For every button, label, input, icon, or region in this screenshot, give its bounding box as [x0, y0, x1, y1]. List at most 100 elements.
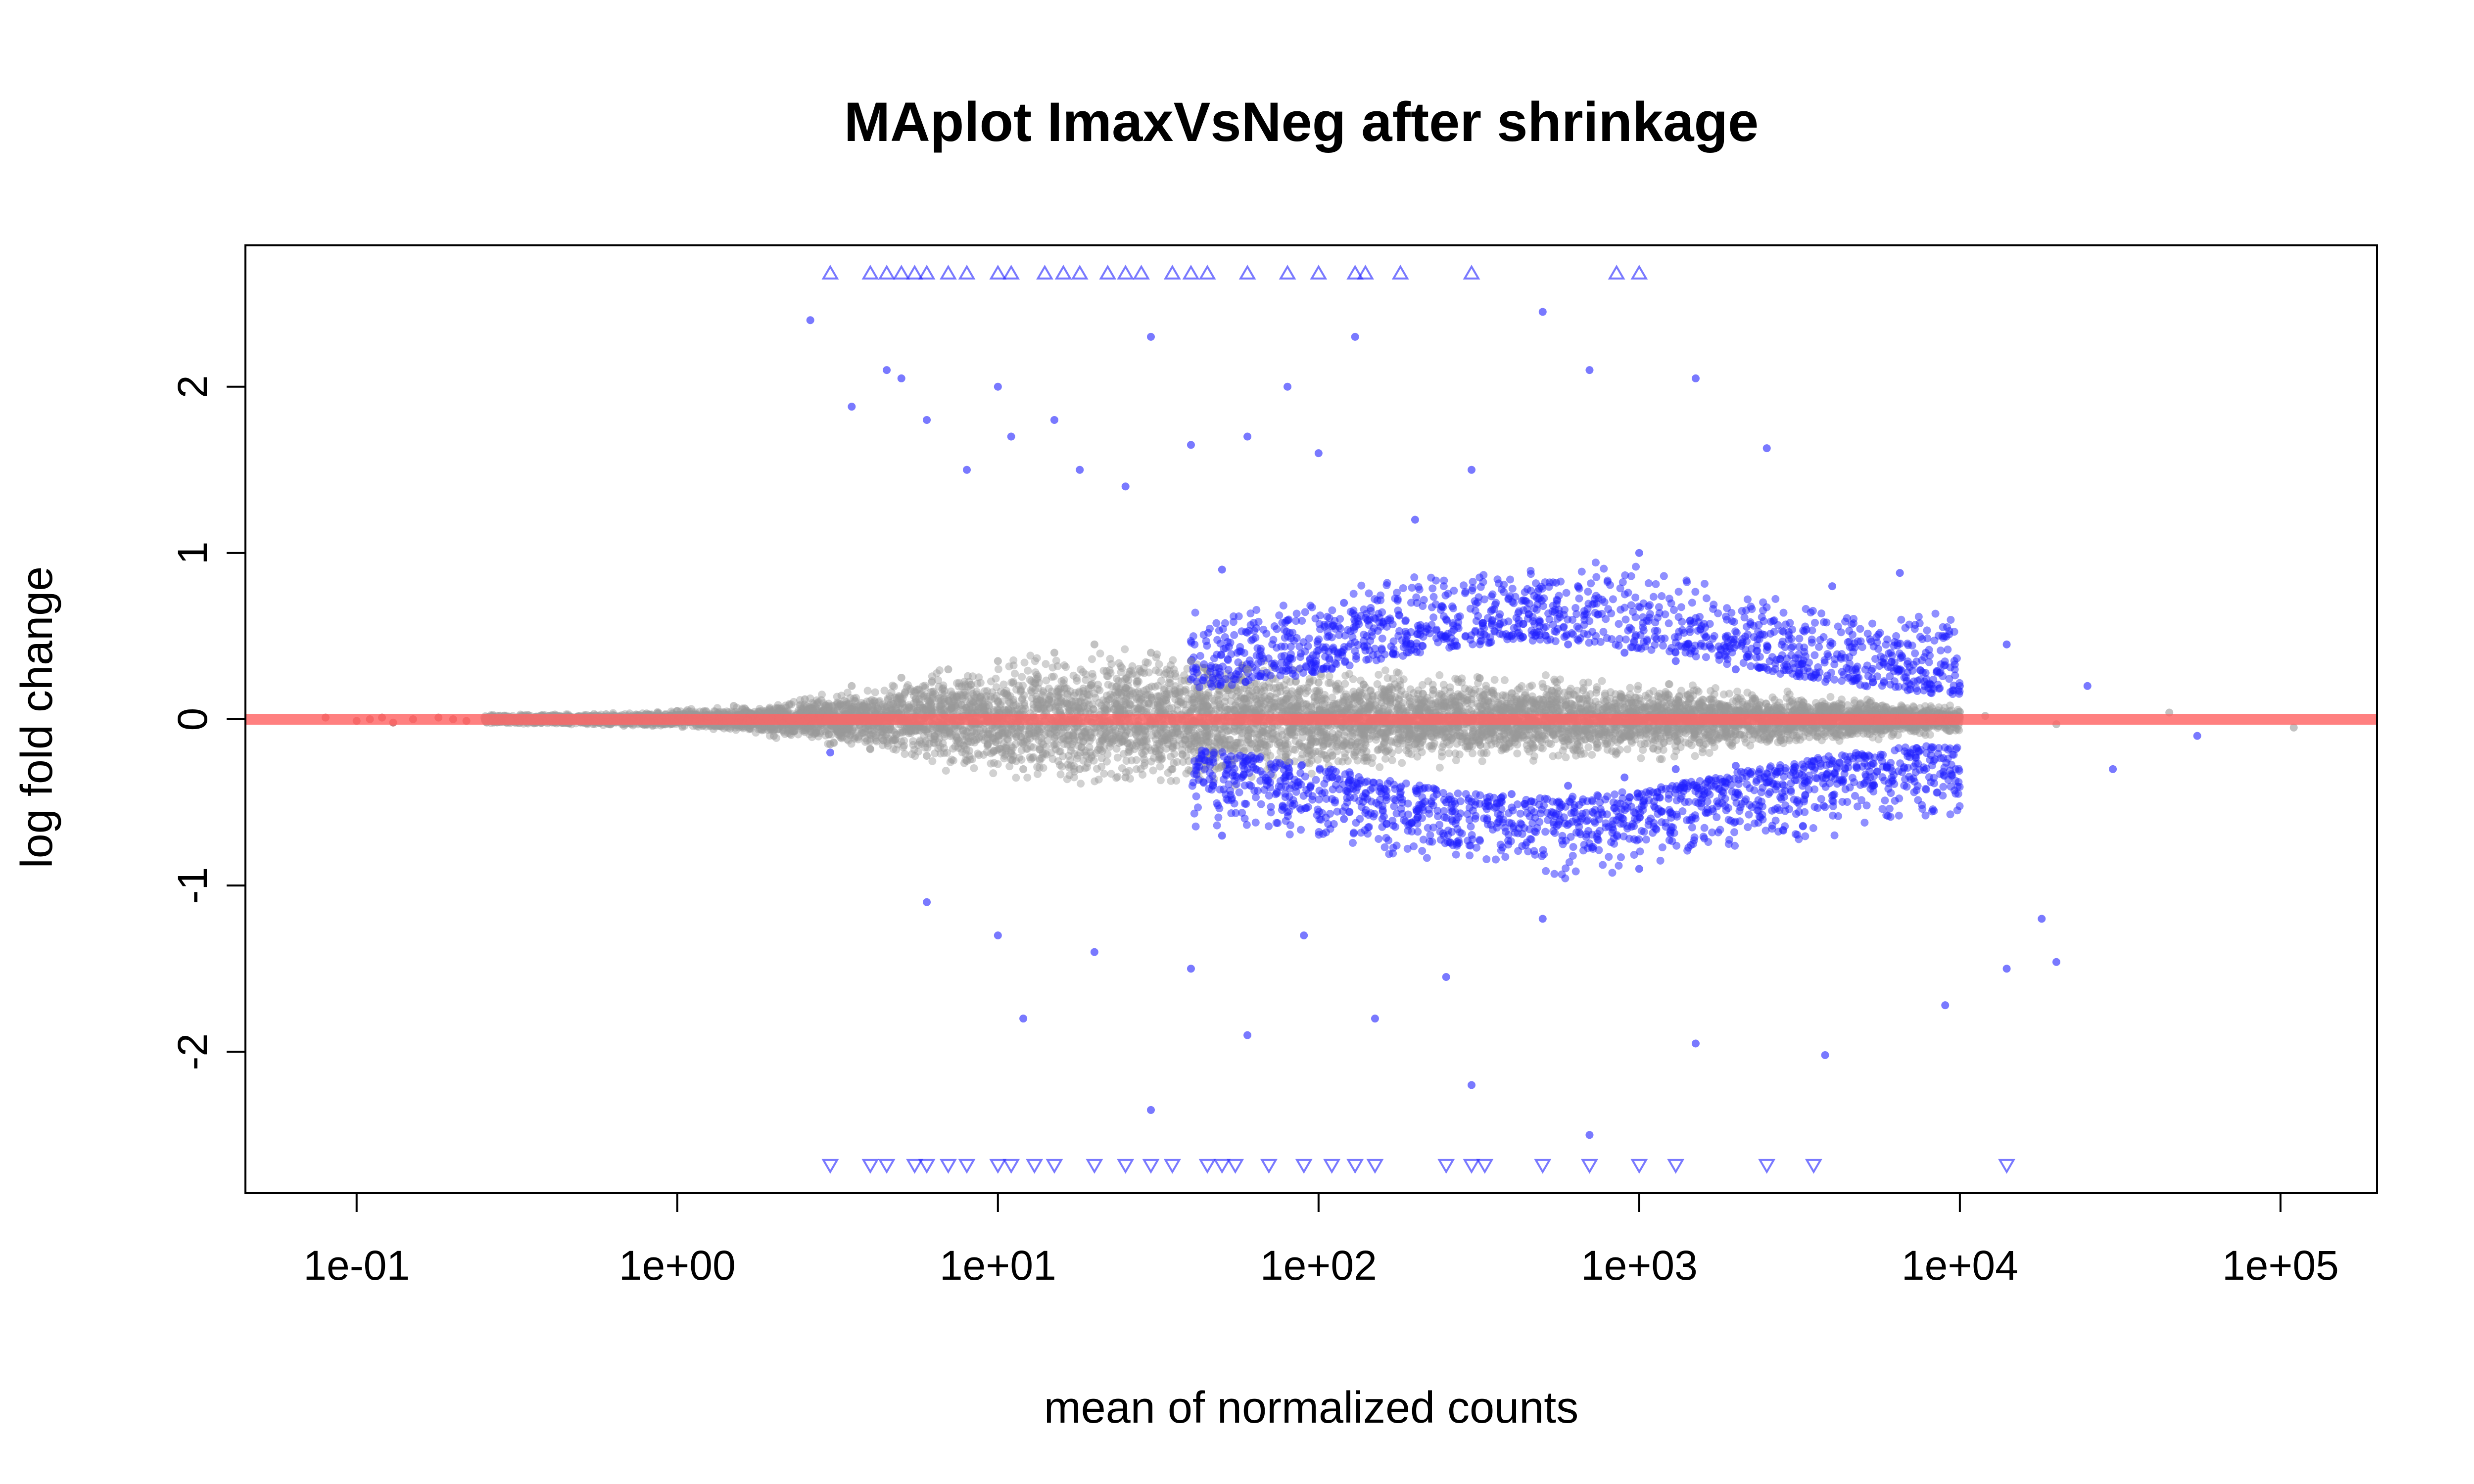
density-point: [1118, 705, 1127, 714]
density-point: [1257, 734, 1266, 742]
density-point: [995, 744, 1003, 753]
density-point: [1694, 688, 1703, 696]
density-point: [1690, 686, 1698, 695]
density-point: [822, 703, 831, 712]
density-point: [1351, 690, 1359, 698]
density-point: [1029, 679, 1038, 687]
density-point: [1451, 749, 1460, 758]
density-point: [821, 701, 830, 709]
density-point: [1091, 728, 1099, 737]
density-point: [1351, 704, 1359, 713]
density-point: [989, 769, 998, 778]
density-point: [1672, 699, 1680, 707]
density-point: [937, 702, 945, 710]
density-point: [1515, 731, 1523, 739]
density-point: [1514, 699, 1522, 708]
density-point: [1499, 703, 1508, 711]
density-point: [1079, 723, 1087, 731]
density-point: [1405, 742, 1413, 750]
density-point: [1577, 750, 1585, 758]
density-point: [1118, 664, 1126, 672]
density-point: [843, 729, 852, 738]
density-point: [1441, 698, 1449, 706]
density-point: [1642, 726, 1651, 735]
density-point: [913, 706, 921, 715]
density-point: [833, 693, 841, 701]
density-point: [1073, 706, 1081, 715]
density-point: [1066, 756, 1075, 764]
density-point: [1122, 757, 1131, 765]
density-point: [889, 706, 897, 714]
density-point: [1009, 661, 1018, 670]
density-point: [1122, 729, 1131, 737]
density-point: [1831, 703, 1840, 712]
density-point: [1262, 697, 1270, 705]
density-point: [1271, 698, 1280, 707]
density-point: [841, 729, 849, 737]
density-point: [1381, 666, 1389, 675]
density-point: [1171, 695, 1180, 703]
density-point: [1672, 696, 1681, 704]
density-point: [1207, 707, 1215, 715]
density-point: [1315, 705, 1324, 714]
density-point: [1552, 725, 1561, 733]
density-point: [1384, 727, 1392, 735]
density-point: [1386, 695, 1395, 703]
density-point: [1008, 724, 1017, 733]
density-point: [1033, 763, 1042, 771]
density-point: [961, 680, 970, 689]
density-point: [1429, 686, 1437, 694]
density-point: [1414, 698, 1422, 706]
density-point: [1889, 730, 1898, 739]
density-point: [1401, 691, 1409, 699]
density-point: [1657, 733, 1665, 741]
density-point: [1502, 705, 1510, 713]
density-point: [1464, 744, 1472, 752]
density-point: [1389, 674, 1397, 683]
density-point: [1334, 679, 1342, 688]
density-point: [803, 706, 811, 715]
density-point: [935, 666, 944, 675]
density-point: [1774, 730, 1782, 739]
density-point: [1589, 726, 1597, 734]
density-point: [1542, 724, 1551, 733]
density-point: [1155, 707, 1163, 715]
density-point: [1527, 697, 1536, 705]
density-point: [1188, 737, 1196, 745]
density-point: [1897, 705, 1905, 714]
density-point: [1582, 728, 1591, 737]
density-point: [1156, 762, 1164, 771]
density-point: [790, 697, 798, 706]
density-point: [1500, 676, 1509, 684]
density-point: [1763, 723, 1771, 732]
density-point: [1738, 730, 1746, 739]
density-point: [1253, 744, 1261, 753]
density-point: [1318, 695, 1326, 703]
density-point: [1033, 698, 1041, 706]
density-point: [1871, 725, 1880, 733]
density-point: [1689, 733, 1698, 742]
density-point: [1188, 696, 1196, 704]
density-point: [1275, 739, 1284, 747]
density-point: [1381, 754, 1389, 763]
density-point: [1704, 730, 1712, 739]
density-point: [1338, 723, 1347, 732]
density-point: [1308, 730, 1316, 739]
density-point: [845, 725, 853, 734]
density-point: [1216, 736, 1224, 744]
density-point: [1012, 774, 1020, 782]
density-point: [1044, 729, 1052, 737]
density-point: [1074, 704, 1083, 712]
density-point: [949, 744, 957, 753]
density-point: [1648, 696, 1657, 704]
density-point: [1565, 704, 1573, 713]
density-point: [864, 703, 872, 711]
density-point: [781, 707, 789, 715]
density-point: [1265, 696, 1273, 704]
density-point: [1159, 706, 1167, 714]
density-point: [1244, 732, 1252, 741]
density-point: [1026, 753, 1034, 761]
density-point: [1719, 690, 1728, 698]
density-point: [1157, 737, 1166, 745]
density-point: [1323, 754, 1332, 763]
